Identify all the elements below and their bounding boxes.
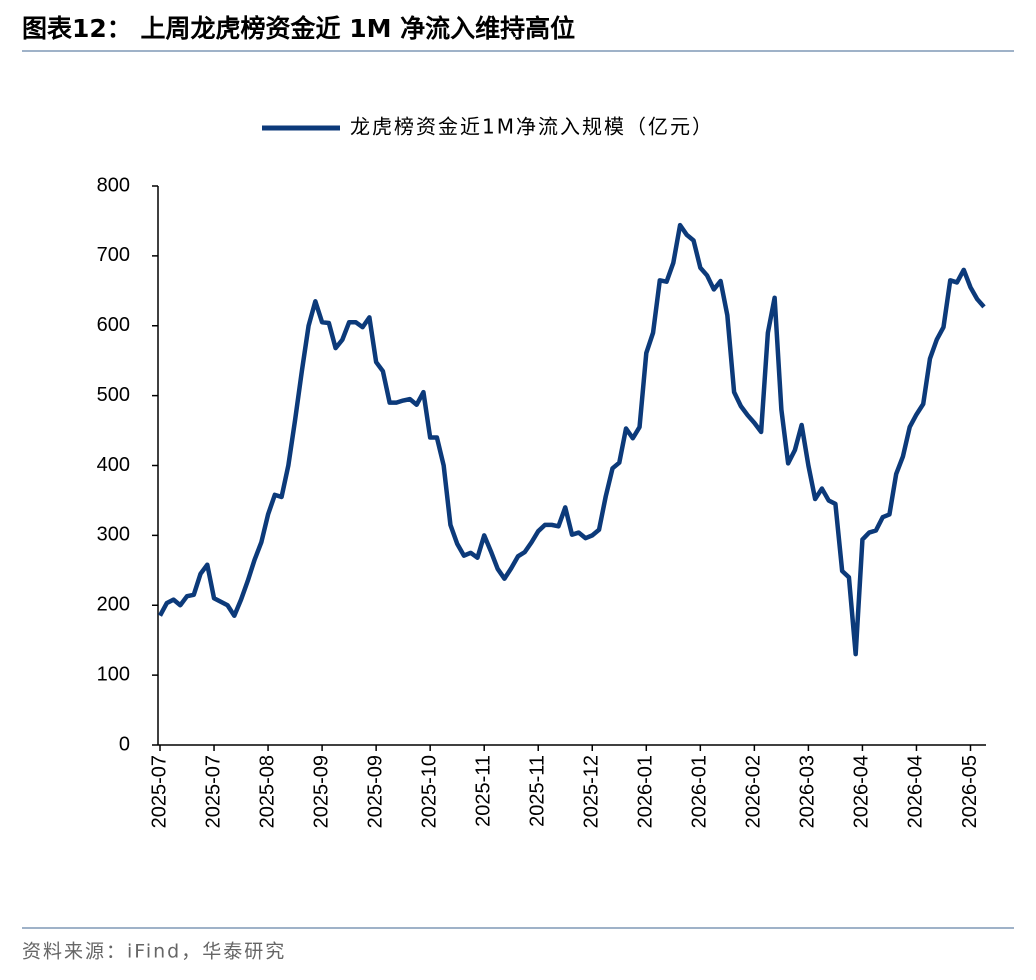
y-tick-label: 300 (97, 524, 130, 546)
y-tick-label: 200 (97, 594, 130, 616)
x-tick-label: 2025-11 (472, 755, 494, 827)
x-tick-label: 2025-09 (310, 755, 332, 828)
x-tick-label: 2025-10 (418, 755, 440, 828)
data-line (158, 222, 986, 657)
chart-title: 图表12： 上周龙虎榜资金近 1M 净流入维持高位 (22, 14, 575, 43)
x-tick-label: 2026-04 (851, 755, 873, 828)
y-tick-label: 100 (97, 663, 130, 685)
x-tick-label: 2025-07 (148, 755, 170, 828)
x-tick-label: 2026-01 (689, 755, 711, 828)
y-tick-label: 600 (97, 314, 130, 336)
x-tick-label: 2025-08 (256, 755, 278, 828)
y-tick-label: 0 (119, 733, 130, 755)
x-tick-label: 2026-04 (905, 755, 927, 828)
x-tick-label: 2025-09 (364, 755, 386, 828)
source-note: 资料来源：iFind，华泰研究 (22, 941, 286, 963)
y-tick-label: 700 (97, 244, 130, 266)
x-tick-label: 2025-07 (202, 755, 224, 828)
x-tick-label: 2026-03 (797, 755, 819, 828)
x-tick-label: 2026-01 (635, 755, 657, 828)
x-tick-label: 2025-12 (581, 755, 603, 828)
x-tick-label: 2025-11 (527, 755, 549, 827)
y-tick-label: 400 (97, 454, 130, 476)
x-tick-label: 2026-02 (743, 755, 765, 828)
x-tick-label: 2026-05 (959, 755, 981, 828)
y-tick-label: 500 (97, 384, 130, 406)
y-tick-label: 800 (97, 174, 130, 196)
legend-label: 龙虎榜资金近1M净流入规模（亿元） (350, 115, 714, 139)
